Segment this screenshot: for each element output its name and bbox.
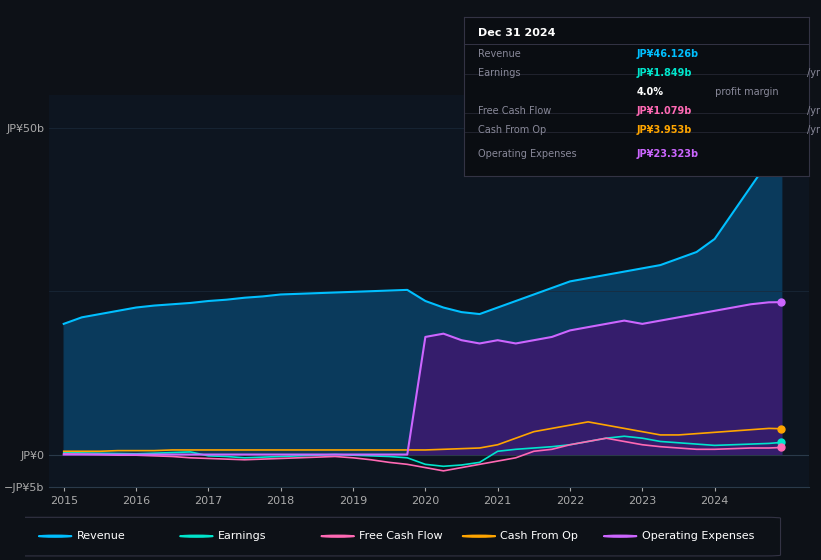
Text: Cash From Op: Cash From Op (500, 531, 578, 541)
Text: 4.0%: 4.0% (636, 87, 663, 97)
Text: JP¥23.323b: JP¥23.323b (636, 150, 699, 159)
Text: Revenue: Revenue (478, 49, 521, 59)
Circle shape (321, 535, 355, 537)
Text: Revenue: Revenue (76, 531, 126, 541)
Text: JP¥46.126b: JP¥46.126b (636, 49, 699, 59)
Text: Free Cash Flow: Free Cash Flow (359, 531, 443, 541)
Text: Free Cash Flow: Free Cash Flow (478, 106, 551, 116)
Text: JP¥3.953b: JP¥3.953b (636, 125, 691, 136)
Text: JP¥1.079b: JP¥1.079b (636, 106, 691, 116)
Text: /yr: /yr (807, 68, 820, 78)
Text: Operating Expenses: Operating Expenses (641, 531, 754, 541)
Circle shape (180, 535, 213, 537)
Circle shape (462, 535, 496, 537)
Text: Operating Expenses: Operating Expenses (478, 150, 576, 159)
Text: /yr: /yr (807, 125, 820, 136)
Text: profit margin: profit margin (712, 87, 779, 97)
Circle shape (603, 535, 637, 537)
Text: JP¥1.849b: JP¥1.849b (636, 68, 692, 78)
Circle shape (39, 535, 72, 537)
Text: Dec 31 2024: Dec 31 2024 (478, 28, 555, 38)
Text: Cash From Op: Cash From Op (478, 125, 546, 136)
Text: Earnings: Earnings (478, 68, 521, 78)
Text: /yr: /yr (807, 106, 820, 116)
Text: Earnings: Earnings (218, 531, 266, 541)
FancyBboxPatch shape (9, 517, 781, 556)
